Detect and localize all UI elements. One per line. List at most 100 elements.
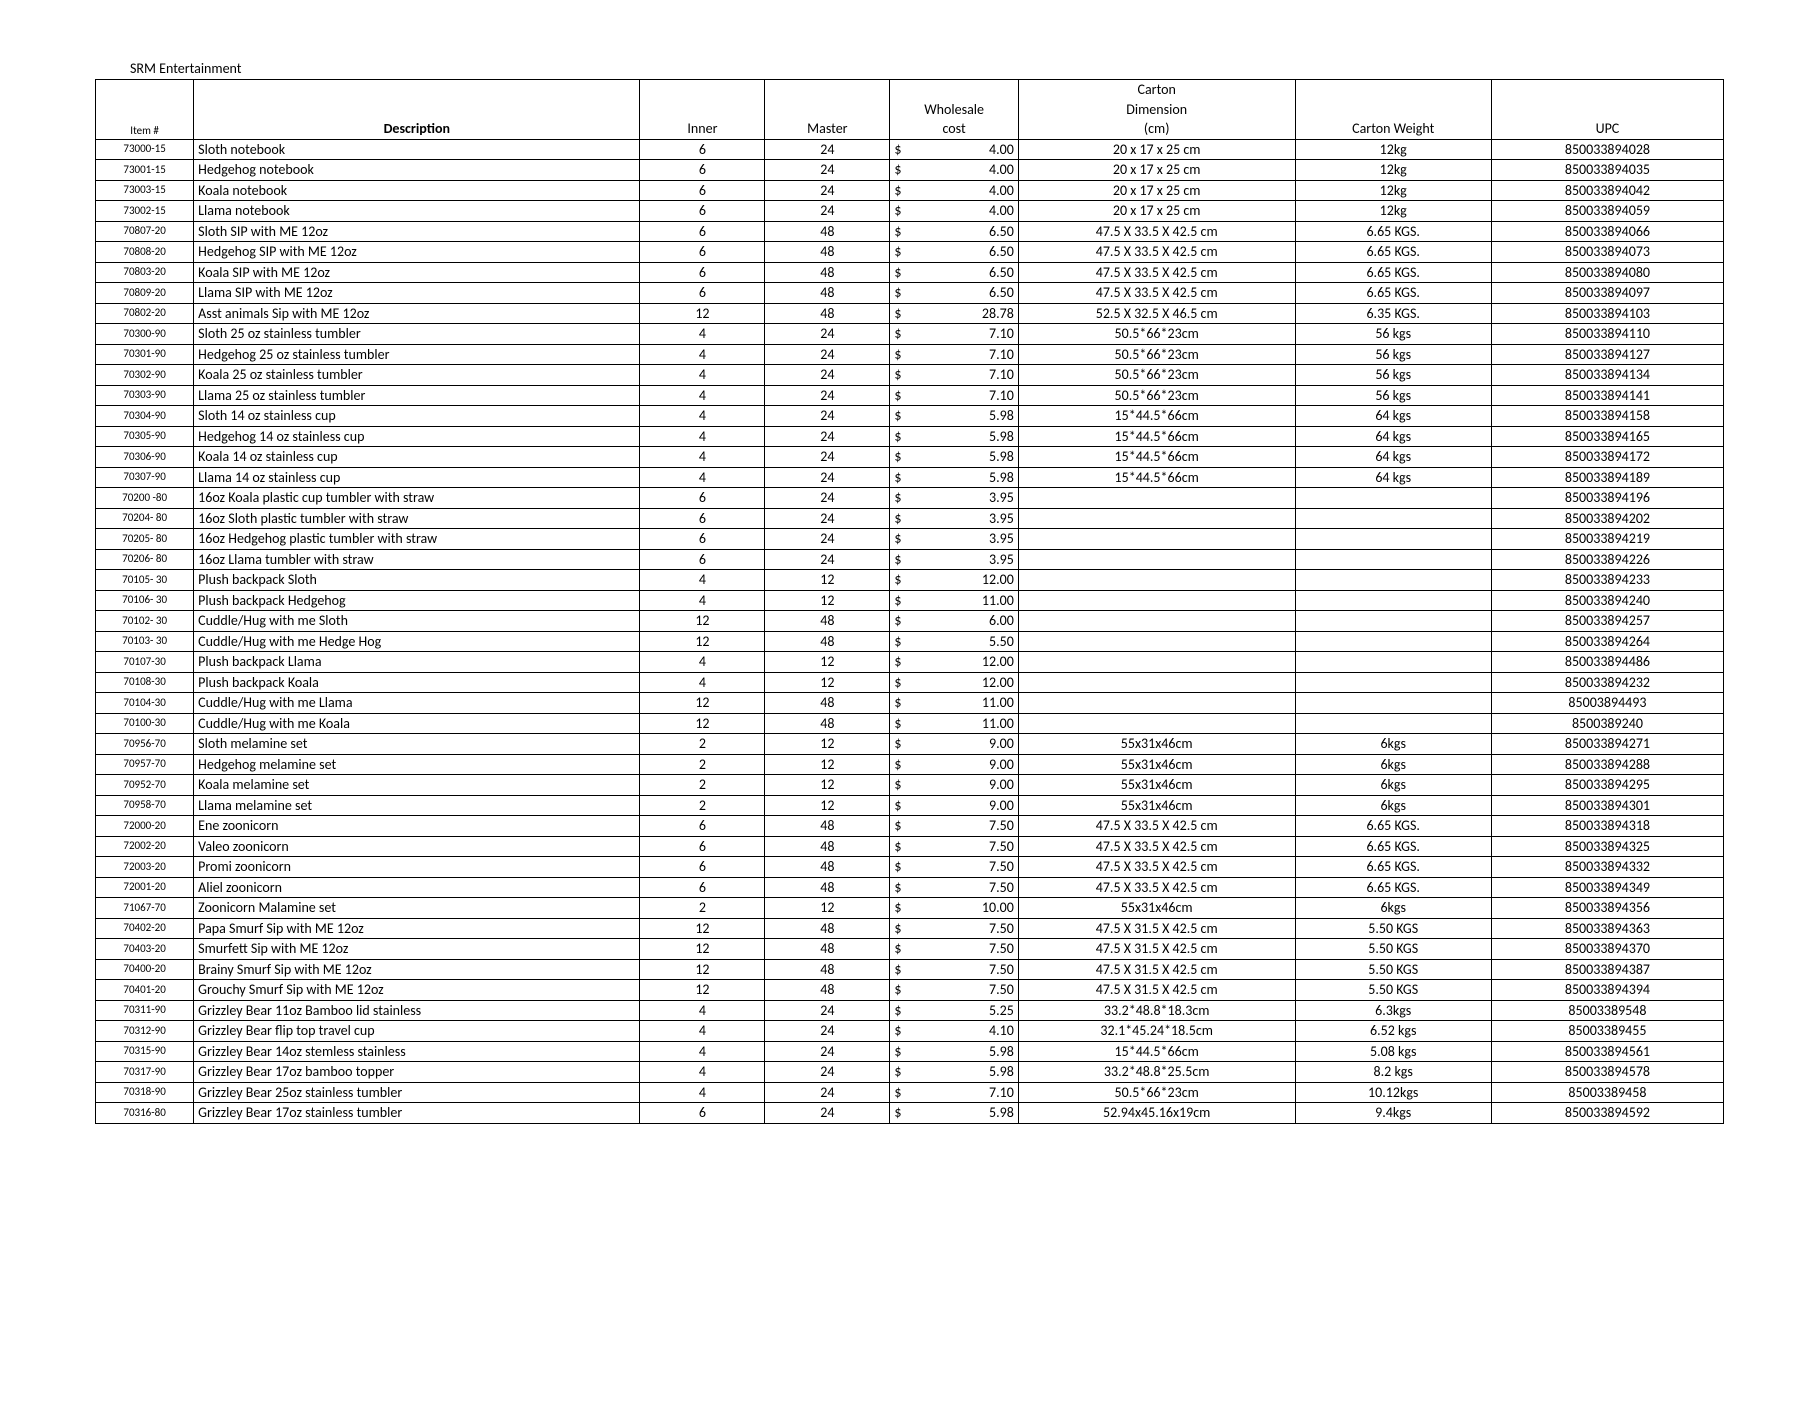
cell-desc: Sloth 14 oz stainless cup (194, 406, 640, 427)
cell-currency: $ (890, 672, 911, 693)
cell-inner: 2 (640, 754, 765, 775)
cell-cost: 9.00 (911, 734, 1018, 755)
cell-cost: 9.00 (911, 795, 1018, 816)
cell-wgt: 56 kgs (1295, 365, 1491, 386)
cell-desc: Llama melamine set (194, 795, 640, 816)
cell-desc: Sloth 25 oz stainless tumbler (194, 324, 640, 345)
cell-dim: 15*44.5*66cm (1018, 406, 1295, 427)
cell-upc: 850033894172 (1491, 447, 1723, 468)
table-row: 70311-90Grizzley Bear 11oz Bamboo lid st… (96, 1000, 1724, 1021)
table-row: 70807-20Sloth SIP with ME 12oz648$6.5047… (96, 221, 1724, 242)
cell-cost: 5.98 (911, 467, 1018, 488)
cell-dim (1018, 570, 1295, 591)
table-row: 70952-70Koala melamine set212$9.0055x31x… (96, 775, 1724, 796)
cell-item: 70958-70 (96, 795, 194, 816)
cell-dim: 20 x 17 x 25 cm (1018, 139, 1295, 160)
cell-currency: $ (890, 631, 911, 652)
cell-desc: Koala notebook (194, 180, 640, 201)
cell-item: 73001-15 (96, 160, 194, 181)
cell-cost: 4.00 (911, 139, 1018, 160)
cell-upc: 85003894493 (1491, 693, 1723, 714)
cell-currency: $ (890, 611, 911, 632)
cell-cost: 7.50 (911, 857, 1018, 878)
cell-currency: $ (890, 1000, 911, 1021)
cell-desc: 16oz Llama tumbler with straw (194, 549, 640, 570)
cell-currency: $ (890, 775, 911, 796)
cell-desc: Grizzley Bear 14oz stemless stainless (194, 1041, 640, 1062)
cell-inner: 2 (640, 898, 765, 919)
cell-dim (1018, 693, 1295, 714)
cell-item: 70803-20 (96, 262, 194, 283)
cell-master: 48 (765, 303, 890, 324)
cell-currency: $ (890, 570, 911, 591)
cell-dim: 20 x 17 x 25 cm (1018, 180, 1295, 201)
table-row: 72000-20Ene zoonicorn648$7.5047.5 X 33.5… (96, 816, 1724, 837)
cell-desc: Hedgehog 25 oz stainless tumbler (194, 344, 640, 365)
table-row: 70307-90Llama 14 oz stainless cup424$5.9… (96, 467, 1724, 488)
table-row: 70103- 30Cuddle/Hug with me Hedge Hog124… (96, 631, 1724, 652)
cell-master: 24 (765, 324, 890, 345)
cell-wgt (1295, 590, 1491, 611)
cell-inner: 4 (640, 1082, 765, 1103)
cell-desc: Koala 14 oz stainless cup (194, 447, 640, 468)
cell-wgt: 5.50 KGS (1295, 980, 1491, 1001)
cell-currency: $ (890, 139, 911, 160)
cell-upc: 850033894035 (1491, 160, 1723, 181)
cell-inner: 6 (640, 221, 765, 242)
cell-master: 48 (765, 959, 890, 980)
cell-desc: Cuddle/Hug with me Llama (194, 693, 640, 714)
cell-desc: Plush backpack Koala (194, 672, 640, 693)
table-row: 70402-20Papa Smurf Sip with ME 12oz1248$… (96, 918, 1724, 939)
table-row: 72003-20Promi zoonicorn648$7.5047.5 X 33… (96, 857, 1724, 878)
cell-upc: 850033894363 (1491, 918, 1723, 939)
cell-currency: $ (890, 324, 911, 345)
cell-inner: 4 (640, 672, 765, 693)
cell-currency: $ (890, 877, 911, 898)
cell-master: 24 (765, 1103, 890, 1124)
cell-desc: Grizzley Bear 11oz Bamboo lid stainless (194, 1000, 640, 1021)
cell-upc: 850033894066 (1491, 221, 1723, 242)
cell-upc: 850033894325 (1491, 836, 1723, 857)
cell-dim: 55x31x46cm (1018, 898, 1295, 919)
cell-currency: $ (890, 693, 911, 714)
cell-currency: $ (890, 918, 911, 939)
cell-cost: 10.00 (911, 898, 1018, 919)
cell-master: 48 (765, 242, 890, 263)
cell-item: 73002-15 (96, 201, 194, 222)
cell-currency: $ (890, 1041, 911, 1062)
cell-dim: 55x31x46cm (1018, 754, 1295, 775)
cell-master: 48 (765, 262, 890, 283)
table-row: 70315-90Grizzley Bear 14oz stemless stai… (96, 1041, 1724, 1062)
cell-dim: 50.5*66*23cm (1018, 344, 1295, 365)
cell-upc: 850033894264 (1491, 631, 1723, 652)
cell-dim: 47.5 X 33.5 X 42.5 cm (1018, 877, 1295, 898)
cell-desc: Llama SIP with ME 12oz (194, 283, 640, 304)
cell-master: 12 (765, 775, 890, 796)
cell-inner: 6 (640, 283, 765, 304)
cell-upc: 850033894271 (1491, 734, 1723, 755)
table-row: 70809-20Llama SIP with ME 12oz648$6.5047… (96, 283, 1724, 304)
cell-inner: 12 (640, 980, 765, 1001)
cell-upc: 850033894042 (1491, 180, 1723, 201)
cell-cost: 5.98 (911, 1041, 1018, 1062)
cell-currency: $ (890, 242, 911, 263)
cell-currency: $ (890, 713, 911, 734)
company-name: SRM Entertainment (95, 60, 1724, 77)
table-row: 70301-90Hedgehog 25 oz stainless tumbler… (96, 344, 1724, 365)
cell-desc: 16oz Koala plastic cup tumbler with stra… (194, 488, 640, 509)
cell-inner: 4 (640, 467, 765, 488)
cell-currency: $ (890, 816, 911, 837)
cell-currency: $ (890, 898, 911, 919)
cell-dim (1018, 652, 1295, 673)
cell-currency: $ (890, 857, 911, 878)
hdr-cost: cost (890, 119, 1019, 139)
cell-inner: 4 (640, 1041, 765, 1062)
cell-item: 70956-70 (96, 734, 194, 755)
cell-master: 48 (765, 816, 890, 837)
cell-cost: 7.50 (911, 816, 1018, 837)
cell-desc: Plush backpack Llama (194, 652, 640, 673)
cell-cost: 5.98 (911, 447, 1018, 468)
cell-wgt: 6.35 KGS. (1295, 303, 1491, 324)
table-row: 70958-70Llama melamine set212$9.0055x31x… (96, 795, 1724, 816)
cell-item: 72001-20 (96, 877, 194, 898)
